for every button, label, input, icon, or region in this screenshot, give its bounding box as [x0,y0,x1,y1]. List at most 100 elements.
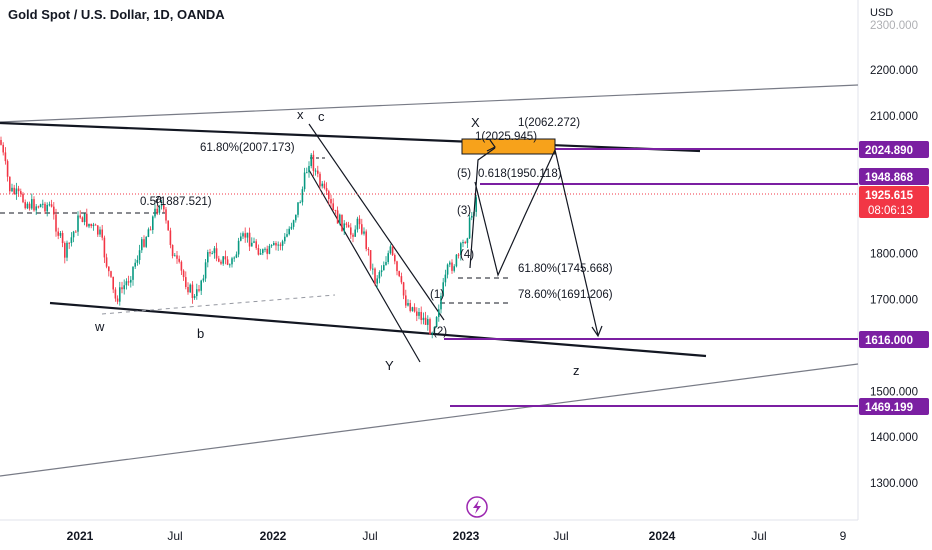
candle-body [191,284,194,298]
candle-body [273,242,275,246]
candle-body [301,189,304,203]
price-tag-2024[interactable]: 2024.890 [859,141,929,158]
candle-body [24,202,26,209]
x-tick-label: Jul [362,529,377,543]
channel-lower-line[interactable] [0,363,859,477]
candle-body [248,232,251,247]
candle-body [15,188,18,194]
candle-body [233,257,235,259]
candle-body [130,279,132,283]
candle-body [341,214,343,232]
candle-body [330,199,332,204]
candle-body [108,266,110,272]
wave-label: (4) [460,249,474,261]
candle-body [413,307,416,312]
y-tick-label: 2100.000 [870,111,918,123]
candle-body [295,214,297,221]
candle-body [319,173,321,187]
projection-up-path[interactable] [469,147,496,269]
arrow-head-down [591,325,603,338]
candle-body [471,215,473,218]
candle-body [431,333,433,335]
candle-body [121,287,123,290]
candle-body [446,264,449,275]
candle-body [215,248,218,259]
price-tag-1948[interactable]: 1948.868 [859,168,929,185]
candle-body [105,257,108,267]
candle-body [220,261,222,264]
lightning-icon[interactable] [466,496,488,518]
candle-body [466,238,469,244]
candle-body [451,262,453,271]
falling-channel-lower[interactable] [308,169,421,363]
candle-body [259,253,262,255]
candle-body [284,236,286,242]
price-tag-label: 1616.000 [865,335,913,347]
candle-body [13,187,15,194]
candle-body [332,203,334,210]
candle-body [141,239,143,251]
wedge-upper-line[interactable] [0,121,701,153]
price-tag-1616[interactable]: 1616.000 [859,331,929,348]
current-price-tag[interactable]: 1925.615 08:06:13 [859,186,929,218]
candle-body [226,259,229,265]
channel-upper-line[interactable] [0,84,859,123]
wave-label: c [318,109,325,124]
candle-body [59,233,62,236]
wedge-lower-line[interactable] [49,301,707,358]
candle-body [237,240,240,255]
candle-body [433,326,436,334]
candle-body [240,236,242,241]
candle-body [127,281,130,283]
candle-body [176,255,178,259]
candle-body [455,254,458,267]
x-tick-label: Jul [167,529,182,543]
fib-annotation: 61.80%(2007.173) [200,142,295,154]
target-zone-box[interactable] [461,138,556,155]
candle-body [398,271,400,277]
x-tick-label: Jul [553,529,568,543]
candle-body [110,271,112,277]
projection-path[interactable] [474,148,599,336]
candle-body [424,317,427,325]
candle-body [136,260,139,263]
candle-body [367,248,370,251]
candle-body [244,233,246,238]
candle-body [46,204,48,212]
candle-body [303,172,306,190]
candle-body [187,287,189,293]
candle-body [6,161,9,177]
candle-body [149,229,152,231]
candle-body [369,250,372,269]
candle-body [358,218,361,225]
candle-body [174,255,176,257]
falling-channel-upper[interactable] [308,123,445,321]
candle-body [389,246,392,254]
candle-body [39,204,42,208]
candle-body [328,191,330,200]
candle-body [123,285,125,290]
candle-body [132,266,134,280]
candle-body [189,284,191,293]
candle-body [33,199,35,211]
price-tag-bg [859,398,929,415]
candle-body [125,281,128,286]
wave-label: x [297,107,304,122]
candle-body [310,154,312,167]
candle-body [229,264,231,266]
candle-body [449,262,451,265]
candle-body [270,245,273,247]
candle-body [339,214,341,224]
candle-body [325,188,328,192]
wave-label: (3) [457,205,471,217]
price-tag-1469[interactable]: 1469.199 [859,398,929,415]
wave-label: (1) [430,289,444,301]
candle-body [297,202,299,215]
candle-body [264,248,266,250]
candle-body [57,231,59,236]
candle-body [266,248,268,254]
candle-body [468,217,471,239]
candle-body [198,289,200,291]
candle-body [336,210,339,224]
